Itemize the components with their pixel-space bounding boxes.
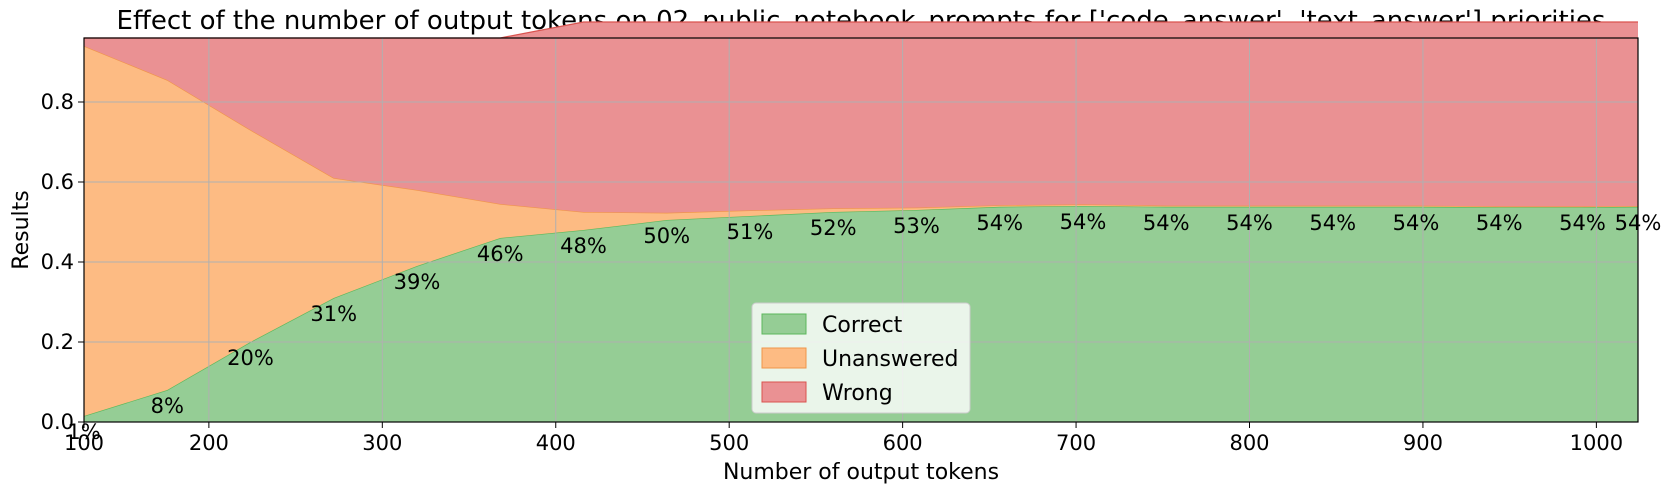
x-tick-label: 300 — [362, 431, 402, 455]
x-tick-label: 1000 — [1570, 431, 1623, 455]
data-label: 54% — [1476, 211, 1523, 235]
data-label: 54% — [976, 211, 1023, 235]
data-label: 51% — [727, 220, 774, 244]
area-unanswered — [84, 46, 1638, 416]
data-label: 50% — [643, 224, 690, 248]
x-tick-label: 100 — [64, 431, 104, 455]
x-tick-label: 800 — [1229, 431, 1269, 455]
legend-swatch-unanswered — [761, 347, 807, 369]
y-tick-label: 0.8 — [41, 90, 74, 114]
data-label: 54% — [1615, 211, 1662, 235]
data-label: 1% — [67, 420, 100, 444]
data-label: 54% — [1309, 211, 1356, 235]
x-tick-label: 400 — [536, 431, 576, 455]
y-tick-label: 0.4 — [41, 250, 74, 274]
data-label: 54% — [1143, 211, 1190, 235]
data-label: 54% — [1060, 210, 1107, 234]
y-tick-label: 0.2 — [41, 330, 74, 354]
plot-frame — [83, 37, 1639, 423]
data-label: 53% — [893, 214, 940, 238]
x-tick-label: 600 — [883, 431, 923, 455]
legend-label-wrong: Wrong — [822, 381, 893, 406]
data-label: 20% — [227, 346, 274, 370]
x-tick-label: 200 — [189, 431, 229, 455]
data-label: 54% — [1226, 211, 1273, 235]
x-tick-label: 700 — [1056, 431, 1096, 455]
data-label: 54% — [1559, 211, 1606, 235]
legend-label-correct: Correct — [822, 313, 903, 338]
data-label: 39% — [394, 270, 441, 294]
legend-swatch-wrong — [761, 381, 807, 403]
data-label: 31% — [310, 302, 357, 326]
y-tick-label: 0.0 — [41, 410, 74, 434]
legend-swatch-correct — [761, 313, 807, 335]
data-label: 8% — [151, 394, 184, 418]
data-label: 54% — [1393, 211, 1440, 235]
legend: Correct Unanswered Wrong — [751, 302, 971, 414]
legend-label-unanswered: Unanswered — [822, 347, 959, 372]
data-label: 48% — [560, 234, 607, 258]
data-label: 46% — [477, 242, 524, 266]
y-tick-label: 0.6 — [41, 170, 74, 194]
data-label: 52% — [810, 216, 857, 240]
x-tick-label: 500 — [709, 431, 749, 455]
x-axis-label: Number of output tokens — [723, 460, 999, 485]
data-labels: 1% 8% 20% 31% 39% 46% 48% 50% 51% 52% 53% 54% 54% 54%… — [67, 210, 1661, 444]
axes: 100 200 300 400 500 600 700 800 900 1000 0.0 0.2 0.4… — [41, 37, 1639, 455]
x-tick-label: 900 — [1403, 431, 1443, 455]
y-axis-label: Results — [9, 190, 34, 269]
